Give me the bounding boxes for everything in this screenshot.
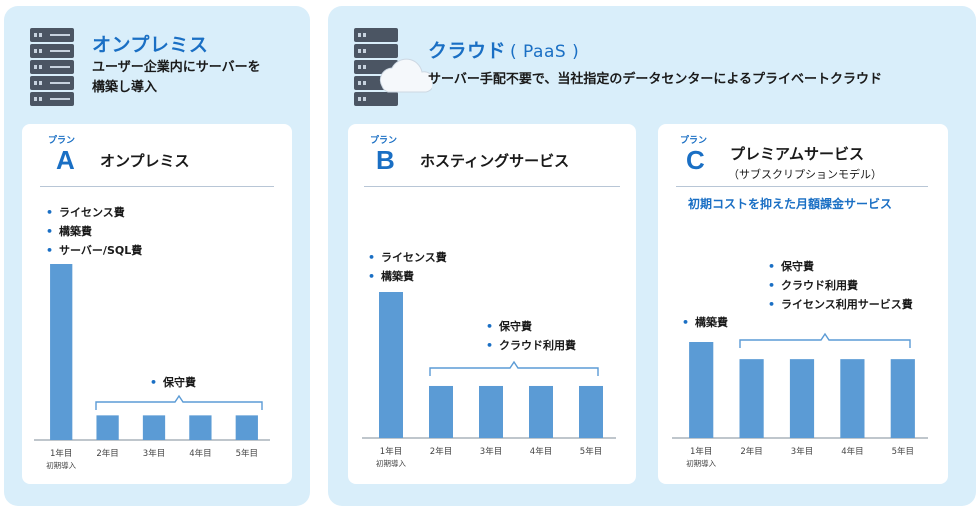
- onprem-subtitle: ユーザー企業内にサーバーを 構築し導入: [92, 58, 261, 98]
- plan-c-note: （サブスクリプションモデル）: [728, 168, 882, 181]
- x-tick-sublabel: 初期導入: [46, 460, 76, 470]
- plan-a-letter: A: [56, 145, 75, 175]
- plan-a-cost-item: ライセンス費: [46, 204, 142, 223]
- plan-b-name: ホスティングサービス: [420, 152, 570, 170]
- x-tick-label: 5年目: [892, 446, 914, 457]
- cost-bar: [689, 342, 714, 438]
- onprem-subtitle-line2: 構築し導入: [92, 80, 158, 95]
- cloud-title-text: クラウド: [428, 40, 507, 62]
- plan-b-divider: [364, 186, 620, 187]
- cost-bar: [579, 385, 603, 438]
- plan-c-first-year-costs: 構築費: [682, 314, 728, 333]
- cost-bar: [529, 385, 553, 438]
- plan-c-label: プラン: [680, 136, 708, 146]
- cost-bar: [96, 415, 119, 440]
- x-tick-label: 1年目: [50, 448, 72, 459]
- plan-a-first-year-costs: ライセンス費 構築費 サーバー/SQL費: [46, 204, 142, 261]
- x-tick-label: 3年目: [791, 446, 813, 457]
- recurring-cost-bracket: [429, 360, 599, 376]
- cost-bar: [142, 415, 166, 440]
- plan-c-recurring-item: 保守費: [768, 258, 913, 277]
- x-tick-sublabel: 初期導入: [376, 458, 406, 468]
- x-tick-label: 4年目: [841, 446, 863, 457]
- server-rack-icon: [30, 28, 74, 106]
- cost-bar: [739, 359, 764, 438]
- plan-c-name: プレミアムサービス: [730, 145, 864, 163]
- plan-b-cost-item: 構築費: [368, 268, 447, 287]
- cloud-title: クラウド( PaaS ): [428, 36, 579, 63]
- x-tick-label: 3年目: [143, 448, 165, 459]
- plan-b-recurring-costs: 保守費 クラウド利用費: [486, 318, 576, 356]
- plan-c-recurring-item: クラウド利用費: [768, 277, 913, 296]
- plan-a-divider: [40, 186, 274, 187]
- x-tick-label: 4年目: [189, 448, 211, 459]
- plan-a-cost-item: サーバー/SQL費: [46, 242, 142, 261]
- x-tick-label: 4年目: [530, 446, 552, 457]
- x-tick-label: 2年目: [740, 446, 762, 457]
- cloud-title-paren: ( PaaS ): [510, 42, 580, 62]
- onprem-title: オンプレミス: [92, 34, 209, 56]
- server-rack-icon: [354, 28, 432, 106]
- plan-a-cost-item: 構築費: [46, 223, 142, 242]
- cost-bar: [379, 292, 403, 438]
- x-tick-sublabel: 初期導入: [686, 458, 716, 468]
- x-tick-label: 2年目: [96, 448, 118, 459]
- plan-b-recurring-item: クラウド利用費: [486, 337, 576, 356]
- plan-b-label: プラン: [370, 136, 398, 146]
- plan-c-tagline: 初期コストを抑えた月額課金サービス: [688, 197, 893, 211]
- plan-c-cost-item: 構築費: [682, 314, 728, 333]
- plan-b-letter: B: [376, 145, 395, 175]
- cloud-icon: [379, 58, 432, 93]
- plan-b-cost-item: ライセンス費: [368, 249, 447, 268]
- plan-a-recurring-costs: 保守費: [150, 374, 196, 393]
- cost-bar: [840, 359, 865, 438]
- plan-c-recurring-costs: 保守費 クラウド利用費 ライセンス利用サービス費: [768, 258, 913, 315]
- plan-b-first-year-costs: ライセンス費 構築費: [368, 249, 447, 287]
- plan-c-recurring-item: ライセンス利用サービス費: [768, 296, 913, 315]
- plan-a-label: プラン: [48, 136, 76, 146]
- recurring-cost-bracket: [95, 394, 263, 410]
- x-tick-label: 5年目: [236, 448, 258, 459]
- x-tick-label: 1年目: [690, 446, 712, 457]
- x-tick-label: 5年目: [580, 446, 602, 457]
- x-tick-label: 1年目: [380, 446, 402, 457]
- cost-bar: [890, 359, 915, 438]
- plan-a-recurring-item: 保守費: [150, 374, 196, 393]
- recurring-cost-bracket: [739, 332, 911, 348]
- cost-bar: [50, 264, 73, 440]
- cost-bar: [189, 415, 212, 440]
- onprem-subtitle-line1: ユーザー企業内にサーバーを: [92, 60, 261, 75]
- x-tick-label: 3年目: [480, 446, 502, 457]
- plan-a-name: オンプレミス: [100, 152, 190, 170]
- cost-bar: [429, 385, 453, 438]
- plan-c-divider: [676, 186, 928, 187]
- plan-b-recurring-item: 保守費: [486, 318, 576, 337]
- cloud-subtitle: サーバー手配不要で、当社指定のデータセンターによるプライベートクラウド: [428, 72, 882, 87]
- x-tick-label: 2年目: [430, 446, 452, 457]
- cost-bar: [789, 359, 815, 438]
- cost-bar: [235, 415, 258, 440]
- plan-c-letter: C: [686, 145, 705, 175]
- cost-bar: [479, 385, 503, 438]
